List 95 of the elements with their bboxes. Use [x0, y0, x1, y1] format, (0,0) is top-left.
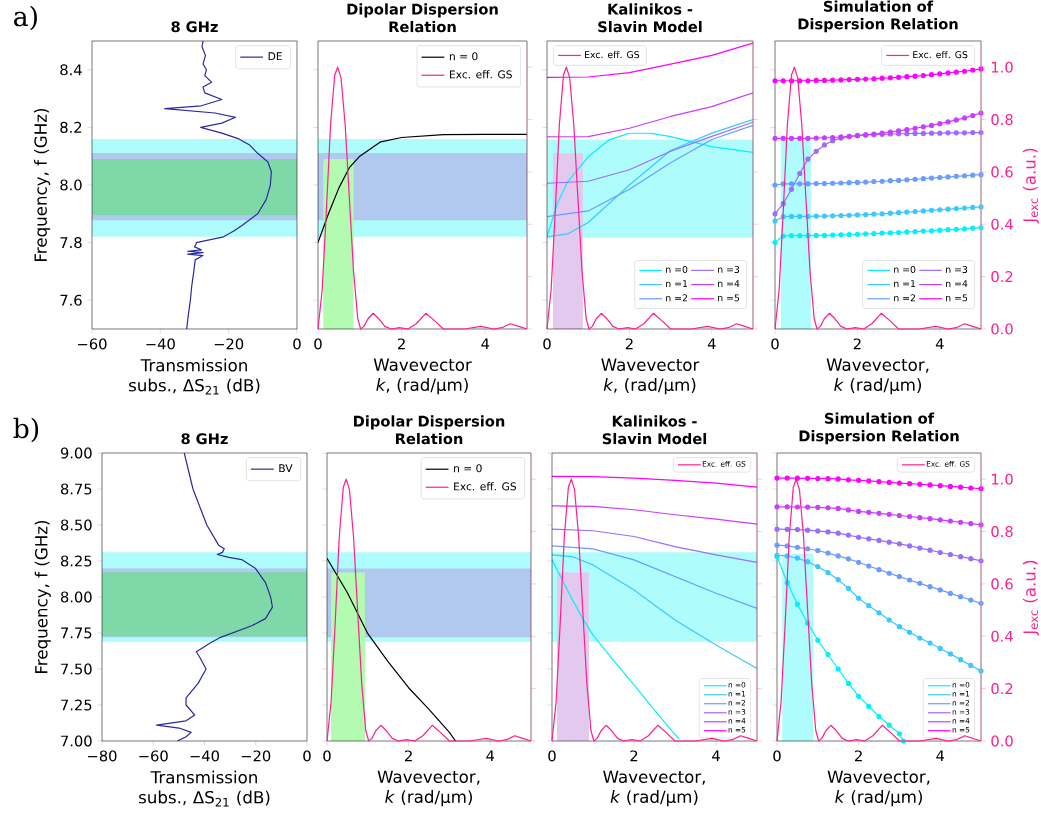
- legend-label: n =0: [894, 265, 916, 273]
- text: 0.2: [991, 683, 1013, 695]
- legend-label: n =1: [894, 280, 916, 287]
- y-tick-label: 8.75: [60, 483, 92, 495]
- text: 0.2: [991, 271, 1013, 283]
- x-tick-label: 0: [773, 750, 781, 762]
- x-axis-title: Transmission subs., ΔS$_{21}$ (dB): [129, 358, 260, 395]
- text: 0.6: [991, 166, 1013, 178]
- y-tick-label: 7.50: [61, 663, 92, 675]
- y-tick-label: 7.6: [60, 294, 82, 306]
- y-tick-label: 7.00: [61, 735, 92, 747]
- chart-title: Dipolar Dispersion Relation: [347, 3, 498, 33]
- x-tick-label: 0: [548, 750, 556, 762]
- legend-label: n =2: [894, 294, 916, 302]
- text: 0.8: [991, 114, 1013, 126]
- legend-label: DE: [268, 52, 282, 61]
- x-tick-label: 4: [936, 750, 945, 762]
- y-tick-label: 8.25: [60, 555, 92, 567]
- x-tick-label: 2: [855, 750, 862, 762]
- x-tick-label: 0: [293, 338, 301, 350]
- chart-title: 8 GHz: [181, 433, 228, 445]
- y-axis-title: Frequency, f (GHz): [34, 108, 51, 261]
- legend-label: n =4: [718, 280, 740, 287]
- x-tick-label: 2: [630, 750, 638, 762]
- x-axis-title: Wavevector, k (rad/μm): [603, 770, 705, 807]
- legend-label: n = 0: [449, 52, 478, 61]
- x-tick-label: 2: [625, 338, 633, 350]
- legend-label: n = 0: [454, 464, 482, 473]
- chart-title: Simulation of Dispersion Relation: [798, 0, 958, 33]
- text: 1.0: [992, 473, 1013, 485]
- legend-label: n =3: [946, 265, 968, 273]
- x-axis-title: Wavevector, k (rad/μm): [377, 770, 480, 807]
- chart-title: 8 GHz: [171, 21, 218, 33]
- x-tick-label: 4: [481, 338, 490, 350]
- x-tick-label: −40: [190, 750, 219, 762]
- legend-label: n =2: [666, 294, 688, 302]
- y-axis-title: Frequency, f (GHz): [34, 520, 51, 673]
- text: 0.0: [991, 735, 1013, 747]
- x-tick-label: 0: [303, 750, 311, 762]
- y2-axis-title: J$_{exc}$ (a.u.): [1022, 560, 1039, 636]
- x-axis-title: Wavevector k, (rad/μm): [373, 358, 472, 395]
- y-tick-label: 9.00: [60, 447, 92, 459]
- x-tick-label: 2: [405, 750, 412, 762]
- y2-axis-title: J$_{exc}$ (a.u.): [1022, 148, 1039, 224]
- text: a): [14, 5, 37, 31]
- x-tick-label: 4: [486, 750, 495, 762]
- text: 0.8: [991, 526, 1013, 538]
- legend-label: n =3: [718, 265, 740, 273]
- x-tick-label: 0: [314, 338, 322, 350]
- x-axis-title: Wavevector k, (rad/μm): [601, 358, 700, 395]
- x-tick-label: 4: [935, 338, 944, 350]
- x-tick-label: 0: [323, 750, 331, 762]
- x-tick-label: 2: [398, 338, 405, 350]
- x-axis-title: Transmission subs., ΔS$_{21}$ (dB): [139, 770, 270, 807]
- legend-label: Exc. eff. GS: [585, 50, 640, 59]
- x-tick-label: −20: [214, 338, 244, 350]
- y-tick-label: 8.0: [60, 179, 82, 191]
- x-tick-label: 0: [543, 338, 551, 350]
- y-tick-label: 8.00: [60, 591, 92, 603]
- text: b): [13, 417, 39, 443]
- x-tick-label: −60: [78, 338, 107, 350]
- legend-label: Exc. eff. GS: [454, 482, 517, 491]
- chart-title: Dipolar Dispersion Relation: [353, 415, 505, 445]
- legend-label: n =5: [718, 294, 740, 302]
- y-tick-label: 7.75: [61, 627, 92, 639]
- text: 1.0: [991, 61, 1013, 73]
- legend-label: n =0: [666, 265, 688, 273]
- x-tick-label: −60: [139, 750, 168, 762]
- x-axis-title: Wavevector, k (rad/μm): [826, 358, 929, 395]
- text: 0.0: [991, 323, 1013, 335]
- legend-label: n =4: [946, 280, 968, 287]
- x-tick-label: 0: [771, 338, 779, 350]
- legend-label: n =1: [666, 280, 688, 287]
- x-axis-title: Wavevector, k (rad/μm): [827, 770, 930, 807]
- y-tick-label: 8.4: [60, 64, 82, 76]
- y-tick-label: 7.25: [61, 699, 92, 711]
- y-tick-label: 8.50: [60, 519, 92, 531]
- y-tick-label: 8.2: [60, 121, 82, 133]
- text: 0.4: [991, 218, 1013, 230]
- chart-title: Kalinikos - Slavin Model: [598, 3, 702, 33]
- x-tick-label: −20: [241, 750, 271, 762]
- chart-title: Simulation of Dispersion Relation: [799, 412, 959, 445]
- text: 0.6: [991, 578, 1013, 590]
- legend-label: Exc. eff. GS: [450, 70, 512, 79]
- legend-label: n =5: [946, 294, 968, 302]
- x-tick-label: 4: [707, 338, 716, 350]
- chart-title: Kalinikos - Slavin Model: [602, 415, 707, 445]
- y-tick-label: 7.8: [60, 237, 82, 249]
- x-tick-label: 4: [712, 750, 720, 762]
- x-tick-label: 2: [853, 338, 861, 350]
- text: 0.4: [991, 630, 1013, 642]
- x-tick-label: −40: [146, 338, 175, 350]
- legend-label: BV: [279, 464, 293, 473]
- legend-label: Exc. eff. GS: [913, 50, 968, 59]
- x-tick-label: −80: [88, 750, 117, 762]
